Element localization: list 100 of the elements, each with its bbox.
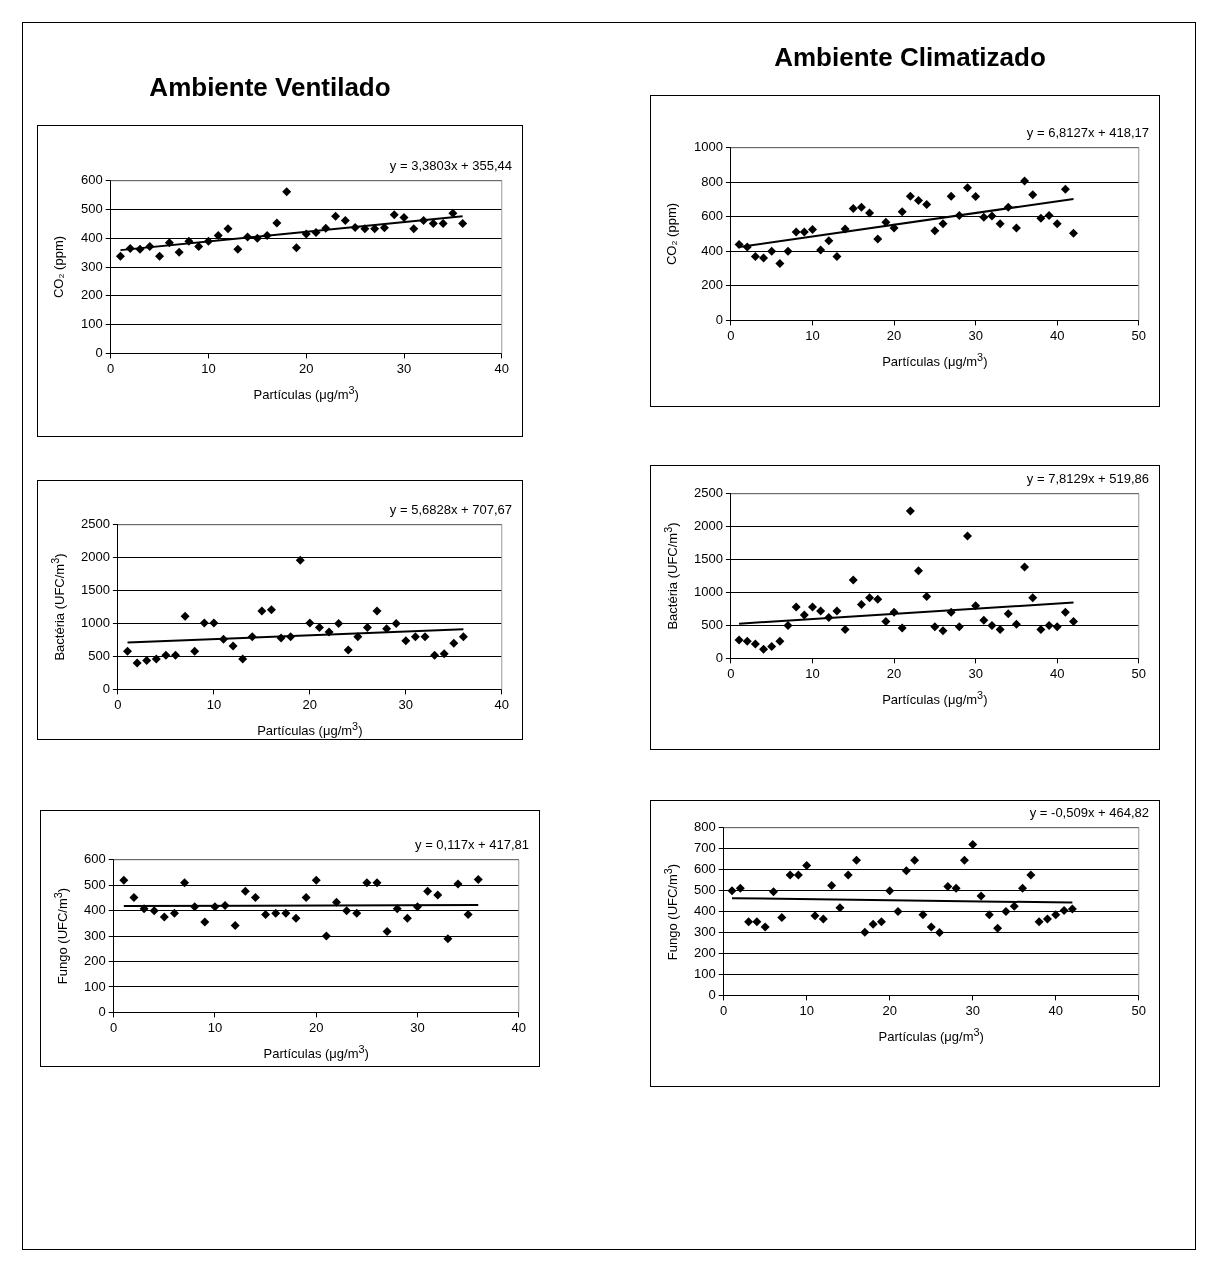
point — [238, 654, 248, 664]
point — [1020, 562, 1030, 572]
x-tick-label: 40 — [1048, 1002, 1063, 1018]
point — [785, 870, 795, 880]
point — [840, 224, 850, 234]
point — [413, 902, 422, 912]
x-axis-title: Partículas (μg/m$^{3}$) — [253, 384, 359, 403]
point — [272, 218, 282, 228]
point — [993, 923, 1003, 933]
point — [458, 632, 468, 642]
point — [1060, 607, 1070, 617]
point — [1052, 622, 1062, 632]
point — [835, 903, 845, 913]
point — [901, 866, 911, 876]
y-tick-label: 0 — [95, 344, 103, 360]
point — [352, 908, 362, 918]
point — [816, 606, 826, 616]
point — [382, 624, 392, 634]
y-tick-label: 400 — [80, 229, 103, 245]
x-tick-label: 40 — [494, 360, 509, 376]
point — [775, 258, 785, 268]
point — [987, 620, 997, 630]
point — [856, 202, 866, 212]
point — [443, 934, 453, 944]
point — [1034, 917, 1044, 927]
point — [266, 605, 276, 615]
point — [824, 236, 834, 246]
x-tick-label: 40 — [494, 696, 509, 712]
point — [750, 252, 760, 262]
x-tick-label: 20 — [309, 1019, 324, 1035]
point — [321, 223, 331, 233]
point — [734, 635, 744, 645]
point — [1059, 906, 1069, 916]
y-tick-label: 1000 — [694, 584, 723, 600]
point — [220, 901, 230, 911]
y-tick-label: 500 — [80, 201, 103, 217]
y-tick-label: 500 — [701, 617, 723, 633]
point — [793, 870, 803, 880]
point — [218, 634, 228, 644]
y-tick-label: 800 — [701, 173, 723, 189]
x-axis-title: Partículas (μg/m$^{3}$) — [878, 1026, 984, 1045]
point — [865, 208, 875, 218]
point — [1020, 176, 1030, 186]
point — [281, 908, 291, 918]
point — [252, 233, 262, 243]
point — [1003, 609, 1013, 619]
text: y = 0,117x + 417,81 — [415, 837, 529, 852]
point — [311, 228, 321, 238]
x-tick-label: 30 — [396, 360, 412, 376]
y-tick-label: 300 — [693, 924, 716, 940]
point — [372, 606, 382, 616]
point — [979, 212, 989, 222]
y-tick-label: 500 — [83, 876, 106, 892]
point — [305, 618, 315, 628]
point — [954, 210, 964, 220]
point — [995, 219, 1005, 229]
point — [389, 210, 399, 220]
point — [250, 892, 260, 902]
point — [783, 246, 793, 256]
point — [852, 855, 862, 865]
point — [914, 195, 924, 205]
point — [243, 232, 253, 242]
point — [868, 919, 878, 929]
point — [810, 911, 820, 921]
point — [262, 230, 272, 240]
point — [301, 892, 311, 902]
point — [791, 602, 801, 612]
point — [807, 602, 817, 612]
point — [984, 910, 994, 920]
point — [372, 878, 382, 888]
point — [1003, 202, 1013, 212]
point — [321, 931, 331, 941]
x-tick-label: 30 — [968, 665, 983, 681]
point — [419, 216, 429, 225]
point — [391, 619, 401, 629]
x-tick-label: 20 — [886, 327, 902, 343]
y-tick-label: 500 — [88, 648, 110, 664]
y-tick-label: 400 — [83, 902, 106, 918]
point — [1011, 619, 1021, 629]
y-tick-label: 600 — [80, 172, 103, 188]
y-tick-label: 1000 — [694, 139, 723, 155]
point — [392, 904, 402, 914]
y-axis-title: CO₂ (ppm) — [663, 203, 679, 266]
x-axis-title: Partículas (μg/m$^{3}$) — [882, 351, 988, 370]
point — [856, 599, 866, 609]
y-tick-label: 100 — [80, 316, 103, 332]
point — [119, 875, 129, 885]
point — [769, 887, 778, 897]
point — [402, 913, 412, 923]
point — [962, 183, 972, 193]
point — [155, 251, 165, 261]
point — [954, 622, 964, 632]
point — [295, 555, 305, 565]
y-axis-title: CO₂ (ppm) — [50, 236, 66, 299]
point — [230, 920, 240, 930]
y-tick-label: 200 — [83, 953, 106, 969]
y-tick-label: 100 — [693, 966, 716, 982]
point — [930, 226, 940, 236]
point — [893, 907, 903, 917]
point — [897, 207, 907, 217]
